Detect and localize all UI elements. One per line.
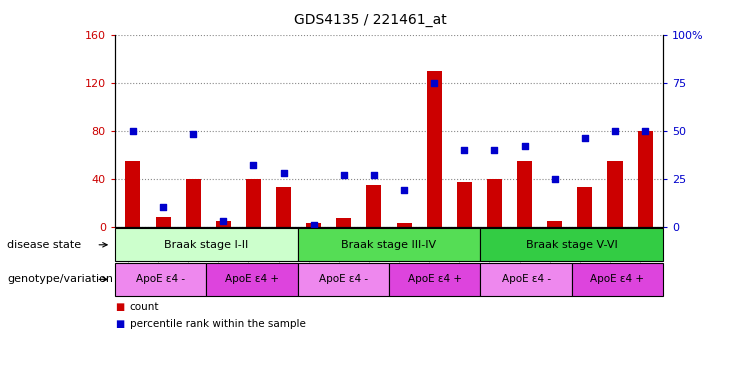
Point — [488, 147, 500, 153]
Text: ApoE ε4 +: ApoE ε4 + — [408, 274, 462, 285]
Point — [187, 131, 199, 137]
Point — [549, 175, 561, 182]
Text: ApoE ε4 +: ApoE ε4 + — [591, 274, 645, 285]
Point — [247, 162, 259, 168]
Bar — [608, 161, 622, 227]
Bar — [125, 161, 141, 227]
Text: ApoE ε4 -: ApoE ε4 - — [319, 274, 368, 285]
Text: count: count — [130, 302, 159, 312]
Point — [217, 218, 229, 224]
Bar — [186, 179, 201, 227]
Bar — [156, 217, 170, 227]
Point — [398, 187, 410, 193]
Bar — [456, 182, 472, 227]
Bar — [427, 71, 442, 227]
Bar — [396, 223, 411, 227]
Point — [579, 135, 591, 141]
Text: percentile rank within the sample: percentile rank within the sample — [130, 319, 305, 329]
Text: ■: ■ — [115, 319, 124, 329]
Bar — [637, 131, 653, 227]
Text: Braak stage III-IV: Braak stage III-IV — [342, 240, 436, 250]
Text: ApoE ε4 -: ApoE ε4 - — [136, 274, 185, 285]
Point — [278, 170, 290, 176]
Text: Braak stage V-VI: Braak stage V-VI — [526, 240, 618, 250]
Bar — [547, 220, 562, 227]
Bar — [487, 179, 502, 227]
Point — [459, 147, 471, 153]
Text: Braak stage I-II: Braak stage I-II — [164, 240, 248, 250]
Point — [639, 127, 651, 134]
Text: GDS4135 / 221461_at: GDS4135 / 221461_at — [294, 13, 447, 27]
Bar — [216, 220, 231, 227]
Point — [157, 204, 169, 210]
Bar — [517, 161, 532, 227]
Point — [368, 172, 380, 178]
Point — [338, 172, 350, 178]
Point — [609, 127, 621, 134]
Point — [127, 127, 139, 134]
Bar — [276, 187, 291, 227]
Bar — [246, 179, 261, 227]
Point — [519, 143, 531, 149]
Bar — [336, 218, 351, 227]
Bar — [306, 223, 322, 227]
Bar — [577, 187, 592, 227]
Point — [308, 222, 319, 228]
Text: genotype/variation: genotype/variation — [7, 274, 113, 285]
Bar — [367, 185, 382, 227]
Point — [428, 79, 440, 86]
Text: ■: ■ — [115, 302, 124, 312]
Text: ApoE ε4 -: ApoE ε4 - — [502, 274, 551, 285]
Text: ApoE ε4 +: ApoE ε4 + — [225, 274, 279, 285]
Text: disease state: disease state — [7, 240, 82, 250]
